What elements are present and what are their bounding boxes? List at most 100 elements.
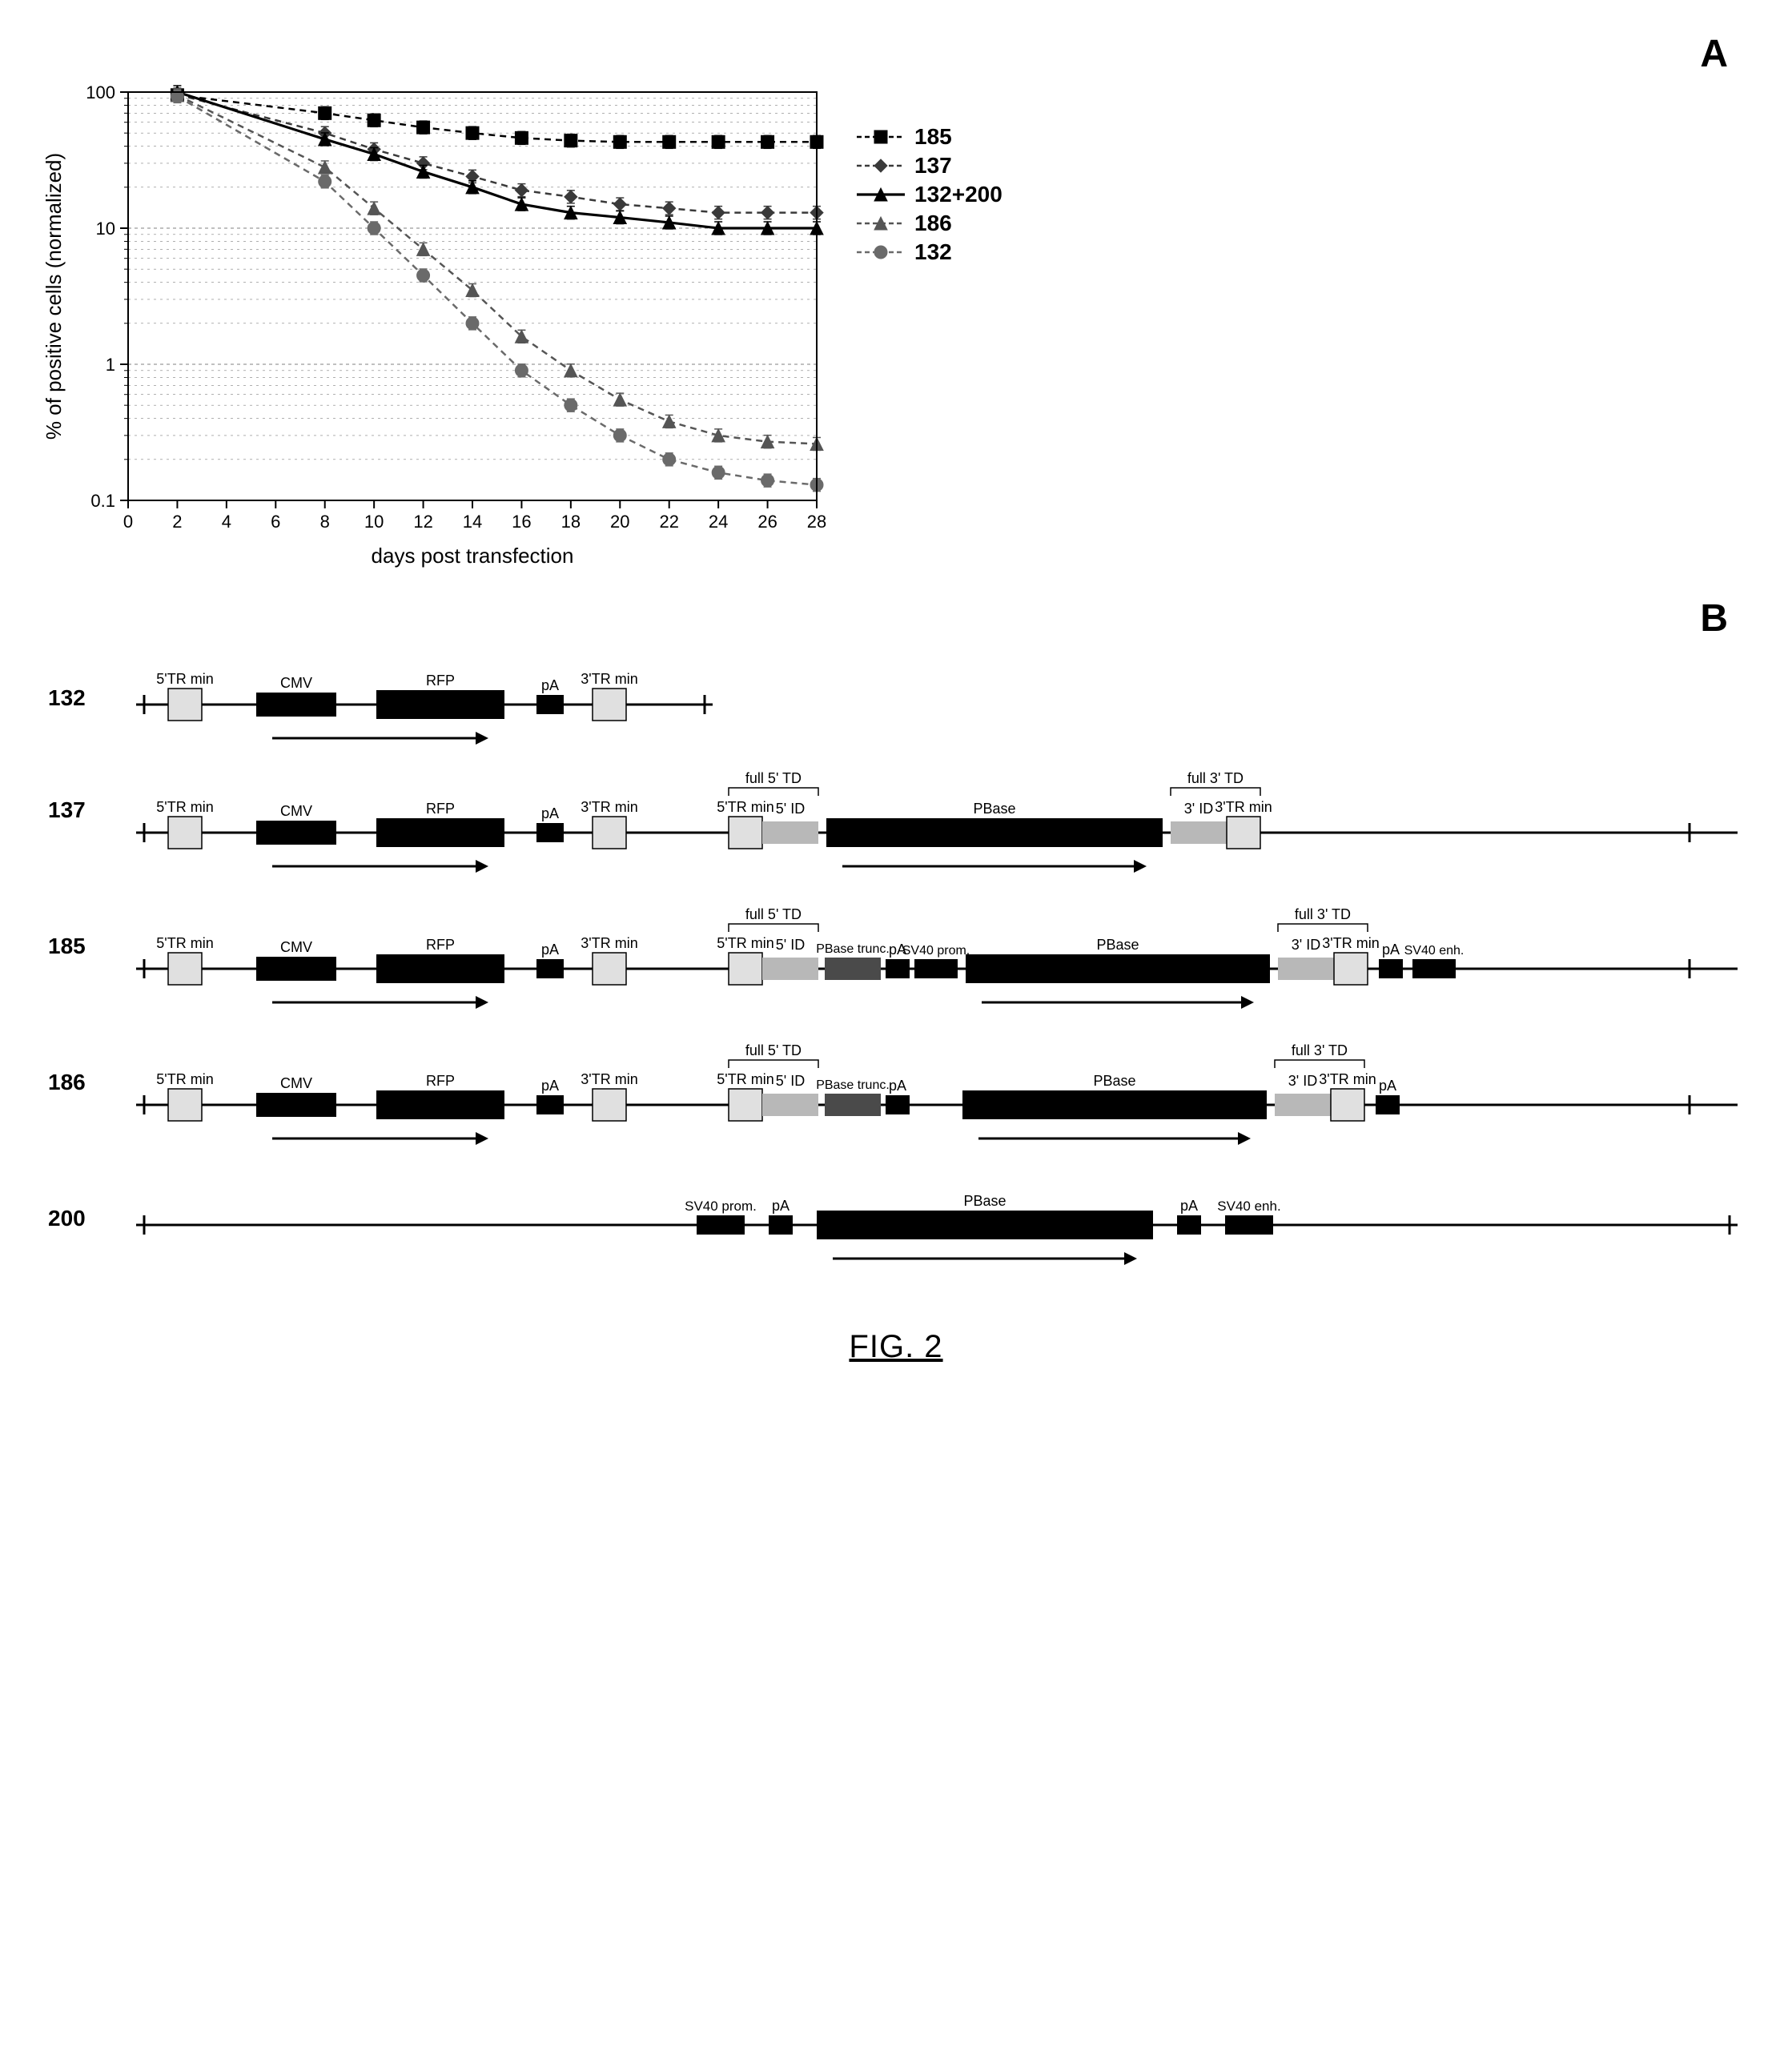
svg-text:RFP: RFP: [426, 673, 455, 689]
chart-legend: 185 137 132+200 186 132: [857, 124, 1002, 265]
svg-text:pA: pA: [541, 942, 559, 958]
svg-text:3'TR min: 3'TR min: [1322, 935, 1379, 951]
svg-text:PBase: PBase: [963, 1193, 1006, 1209]
svg-text:22: 22: [659, 512, 678, 532]
svg-text:RFP: RFP: [426, 801, 455, 817]
construct-row: 1855'TR minCMVRFPpA3'TR min5'TR min5' ID…: [48, 897, 1744, 1017]
svg-text:3'TR min: 3'TR min: [581, 799, 637, 815]
helper-diagram: SV40 prom.pAPBasepASV40 enh.: [136, 1169, 1738, 1265]
construct-id: 185: [48, 897, 136, 959]
legend-item: 185: [857, 124, 1002, 150]
svg-text:16: 16: [512, 512, 531, 532]
svg-text:100: 100: [86, 82, 115, 102]
svg-text:0.1: 0.1: [90, 491, 115, 511]
svg-text:18: 18: [561, 512, 581, 532]
construct-id: 186: [48, 1033, 136, 1095]
svg-text:4: 4: [222, 512, 231, 532]
svg-text:5'TR min: 5'TR min: [717, 799, 773, 815]
svg-text:RFP: RFP: [426, 937, 455, 953]
svg-text:pA: pA: [772, 1198, 790, 1214]
svg-text:PBase trunc.: PBase trunc.: [816, 1078, 890, 1092]
svg-text:24: 24: [709, 512, 728, 532]
svg-text:5'TR min: 5'TR min: [717, 1071, 773, 1087]
svg-text:6: 6: [271, 512, 280, 532]
panel-a-container: A 0.11101000246810121416182022242628days…: [32, 32, 1760, 572]
svg-text:8: 8: [320, 512, 330, 532]
legend-swatch: [857, 127, 905, 147]
svg-text:PBase trunc.: PBase trunc.: [816, 942, 890, 956]
svg-text:12: 12: [413, 512, 432, 532]
svg-text:5'TR min: 5'TR min: [156, 1071, 213, 1087]
svg-text:% of positive cells (normalize: % of positive cells (normalized): [42, 153, 66, 440]
panel-a-label: A: [32, 32, 1760, 76]
construct-id: 137: [48, 761, 136, 823]
transposon-diagram: 5'TR minCMVRFPpA3'TR min5'TR min5' IDPBa…: [136, 897, 1738, 1017]
panel-b-label: B: [32, 596, 1760, 640]
construct-svgs: 5'TR minCMVRFPpA3'TR min5'TR min5' IDPBa…: [136, 897, 1744, 1017]
svg-text:pA: pA: [541, 805, 559, 821]
svg-text:3'TR min: 3'TR min: [1319, 1071, 1376, 1087]
svg-text:pA: pA: [1379, 1078, 1396, 1094]
svg-text:5' ID: 5' ID: [776, 937, 805, 953]
svg-text:0: 0: [123, 512, 133, 532]
svg-text:RFP: RFP: [426, 1073, 455, 1089]
legend-label: 186: [914, 211, 952, 236]
svg-text:5'TR min: 5'TR min: [156, 671, 213, 687]
svg-text:full 3' TD: full 3' TD: [1187, 770, 1244, 786]
svg-text:3'TR min: 3'TR min: [581, 935, 637, 951]
construct-svgs: 5'TR minCMVRFPpA3'TR min5'TR min5' IDPBa…: [136, 1033, 1744, 1153]
svg-text:3'TR min: 3'TR min: [1215, 799, 1272, 815]
figure-caption: FIG. 2: [32, 1329, 1760, 1365]
svg-text:CMV: CMV: [280, 803, 312, 819]
svg-text:5' ID: 5' ID: [776, 1073, 805, 1089]
svg-text:3' ID: 3' ID: [1292, 937, 1320, 953]
svg-text:PBase: PBase: [1096, 937, 1139, 953]
svg-text:SV40 enh.: SV40 enh.: [1404, 944, 1465, 958]
svg-text:2: 2: [172, 512, 182, 532]
svg-text:pA: pA: [1180, 1198, 1198, 1214]
svg-text:1: 1: [106, 355, 115, 375]
svg-text:5'TR min: 5'TR min: [717, 935, 773, 951]
panel-b-container: B 1325'TR minCMVRFPpA3'TR min1375'TR min…: [32, 596, 1760, 1273]
legend-item: 132+200: [857, 182, 1002, 207]
construct-diagrams: 1325'TR minCMVRFPpA3'TR min1375'TR minCM…: [32, 640, 1760, 1273]
svg-text:SV40 enh.: SV40 enh.: [1217, 1199, 1280, 1214]
svg-text:full 5' TD: full 5' TD: [745, 770, 802, 786]
svg-text:days post transfection: days post transfection: [372, 544, 574, 568]
svg-text:SV40 prom.: SV40 prom.: [902, 944, 970, 958]
svg-text:PBase: PBase: [973, 801, 1015, 817]
svg-text:full 5' TD: full 5' TD: [745, 906, 802, 922]
svg-text:26: 26: [757, 512, 777, 532]
legend-label: 132: [914, 239, 952, 265]
svg-text:pA: pA: [541, 1078, 559, 1094]
svg-text:10: 10: [364, 512, 384, 532]
svg-text:full 5' TD: full 5' TD: [745, 1042, 802, 1058]
legend-label: 137: [914, 153, 952, 179]
legend-label: 185: [914, 124, 952, 150]
legend-item: 186: [857, 211, 1002, 236]
transposon-diagram: 5'TR minCMVRFPpA3'TR min: [136, 649, 713, 745]
construct-svgs: 5'TR minCMVRFPpA3'TR min: [136, 649, 1744, 745]
legend-item: 132: [857, 239, 1002, 265]
svg-text:CMV: CMV: [280, 939, 312, 955]
legend-swatch: [857, 185, 905, 204]
svg-text:28: 28: [807, 512, 826, 532]
legend-item: 137: [857, 153, 1002, 179]
transposon-diagram: 5'TR minCMVRFPpA3'TR min5'TR min5' IDPBa…: [136, 1033, 1738, 1153]
transposon-diagram: 5'TR minCMVRFPpA3'TR min5'TR min5' IDPBa…: [136, 761, 1738, 881]
svg-text:20: 20: [610, 512, 629, 532]
svg-text:5'TR min: 5'TR min: [156, 799, 213, 815]
svg-text:5' ID: 5' ID: [776, 801, 805, 817]
svg-text:full 3' TD: full 3' TD: [1292, 1042, 1348, 1058]
svg-text:PBase: PBase: [1093, 1073, 1135, 1089]
svg-text:3' ID: 3' ID: [1288, 1073, 1317, 1089]
construct-row: 1325'TR minCMVRFPpA3'TR min: [48, 649, 1744, 745]
construct-row: 1865'TR minCMVRFPpA3'TR min5'TR min5' ID…: [48, 1033, 1744, 1153]
svg-text:3'TR min: 3'TR min: [581, 671, 637, 687]
construct-row: 200SV40 prom.pAPBasepASV40 enh.: [48, 1169, 1744, 1265]
figure-2: A 0.11101000246810121416182022242628days…: [32, 32, 1760, 1365]
svg-text:3' ID: 3' ID: [1184, 801, 1213, 817]
legend-swatch: [857, 214, 905, 233]
svg-text:10: 10: [96, 219, 115, 239]
svg-text:pA: pA: [541, 677, 559, 693]
